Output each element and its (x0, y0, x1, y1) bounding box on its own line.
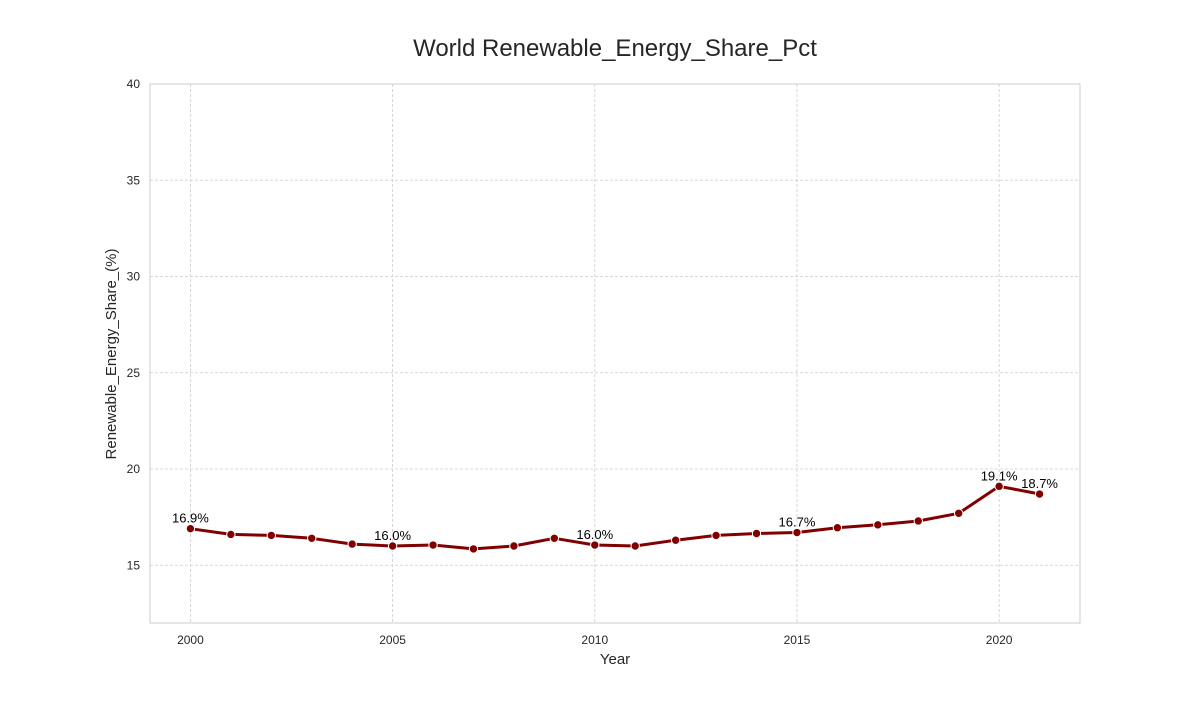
data-point (185, 523, 196, 534)
data-point (792, 527, 802, 538)
data-point (387, 541, 398, 551)
x-tick-label: 2010 (581, 633, 608, 647)
series (185, 481, 1045, 554)
data-point (307, 533, 317, 543)
data-point (509, 541, 519, 551)
data-point (994, 481, 1004, 492)
x-axis-ticks: 2000 2005 2010 2015 2020 (177, 633, 1013, 647)
x-tick-label: 2005 (379, 633, 406, 647)
data-point (266, 530, 277, 541)
x-tick-label: 2015 (784, 633, 811, 647)
grid (150, 83, 1080, 623)
x-tick-label: 2020 (986, 633, 1013, 647)
data-point (590, 540, 600, 550)
y-tick-label: 35 (127, 173, 141, 187)
x-axis-label: Year (600, 651, 630, 668)
y-tick-label: 25 (127, 366, 141, 380)
data-point (630, 541, 640, 551)
data-point (347, 539, 357, 549)
y-axis-ticks: 15 20 25 30 35 40 (127, 77, 141, 572)
y-tick-label: 20 (127, 462, 141, 476)
y-tick-label: 30 (127, 270, 141, 284)
data-point (468, 544, 479, 554)
data-point (670, 535, 681, 545)
data-point (549, 533, 560, 543)
data-label: 19.1% (981, 468, 1018, 483)
data-point (913, 516, 923, 526)
data-point (226, 529, 236, 540)
data-label: 16.9% (172, 511, 209, 526)
chart-title: World Renewable_Energy_Share_Pct (413, 35, 817, 62)
data-point (711, 530, 721, 541)
data-label: 16.0% (374, 528, 411, 543)
data-labels: 16.9% 16.0% 16.0% 16.7% 19.1%18.7% (172, 468, 1058, 543)
data-label: 18.7% (1021, 476, 1058, 491)
series-line (188, 484, 1042, 551)
y-tick-label: 40 (127, 77, 141, 91)
data-point (428, 540, 438, 550)
data-point (953, 508, 964, 518)
x-tick-label: 2000 (177, 633, 204, 647)
plot-frame (149, 83, 1081, 624)
data-point (832, 523, 843, 533)
data-point (1034, 489, 1045, 499)
data-point (873, 520, 883, 530)
data-label: 16.0% (576, 527, 613, 542)
y-axis-label: Renewable_Energy_Share_(%) (103, 249, 120, 460)
data-label: 16.7% (779, 515, 816, 530)
y-tick-label: 15 (127, 558, 141, 572)
data-point (751, 528, 762, 539)
